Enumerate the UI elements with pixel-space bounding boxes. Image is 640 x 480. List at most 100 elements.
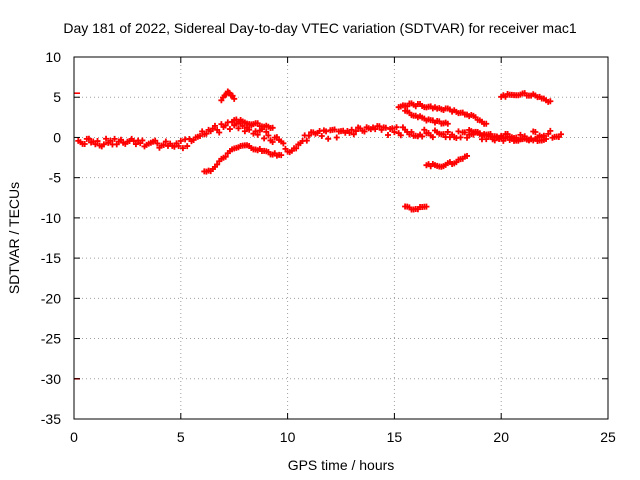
data-point (408, 129, 415, 136)
data-point (421, 126, 428, 133)
series-track-f (466, 126, 547, 144)
data-point (254, 131, 261, 138)
chart-title: Day 181 of 2022, Sidereal Day-to-day VTE… (63, 20, 577, 36)
data-point (211, 122, 218, 129)
data-point (222, 122, 229, 129)
data-point (323, 128, 330, 135)
data-point (455, 128, 462, 135)
series-track-a (218, 88, 238, 104)
data-point (348, 126, 355, 133)
series-track-b (201, 142, 285, 175)
data-point (111, 135, 118, 142)
data-point (154, 140, 161, 147)
x-axis-label: GPS time / hours (287, 457, 395, 473)
data-point (107, 137, 114, 144)
data-point (179, 145, 186, 152)
data-point (216, 129, 223, 136)
data-point (293, 145, 300, 152)
y-tick-label: 0 (53, 129, 61, 145)
data-point (132, 141, 139, 148)
data-point (203, 130, 210, 137)
data-point (160, 141, 167, 148)
series-track-c (231, 116, 276, 132)
data-point (361, 128, 368, 135)
data-point (303, 137, 310, 144)
data-point (269, 124, 276, 131)
x-tick-label: 10 (280, 429, 296, 445)
x-tick-label: 5 (177, 429, 185, 445)
series-track-d (395, 100, 490, 127)
data-point (85, 135, 92, 142)
data-point (214, 161, 221, 168)
series-track-e (402, 107, 451, 127)
data-point (177, 138, 184, 145)
data-point (382, 124, 389, 131)
data-point (246, 126, 253, 133)
y-axis-label: SDTVAR / TECUs (6, 181, 22, 295)
data-point (457, 134, 464, 141)
y-tick-label: -5 (49, 170, 62, 186)
data-point (558, 131, 565, 138)
data-point (540, 136, 547, 143)
y-tick-label: -25 (41, 331, 61, 347)
data-point (269, 138, 276, 145)
data-point (444, 128, 451, 135)
data-point (229, 92, 236, 99)
data-point (162, 138, 169, 145)
data-point (333, 134, 340, 141)
data-point (532, 129, 539, 135)
data-point (346, 129, 353, 136)
data-point (483, 120, 490, 127)
data-point (350, 131, 357, 138)
data-point (547, 127, 554, 134)
data-point (265, 132, 272, 139)
data-point (352, 128, 359, 135)
data-point (461, 129, 468, 136)
x-tick-label: 15 (387, 429, 403, 445)
data-point (391, 129, 398, 136)
data-layer (74, 88, 565, 380)
data-point (305, 132, 312, 139)
data-point (139, 137, 146, 144)
y-tick-label: -35 (41, 411, 61, 427)
x-tick-label: 20 (493, 429, 509, 445)
series-track-i (402, 203, 430, 213)
y-tick-label: -20 (41, 290, 61, 306)
series-main-band (75, 118, 565, 156)
data-point (325, 135, 332, 142)
y-tick-label: -30 (41, 371, 61, 387)
series-edge-marks (74, 92, 80, 380)
series-track-g (498, 90, 554, 105)
y-tick-label: 5 (53, 89, 61, 105)
x-tick-label: 0 (70, 429, 78, 445)
data-point (226, 126, 233, 133)
data-point (263, 128, 270, 135)
y-tick-label: -15 (41, 250, 61, 266)
data-point (261, 135, 268, 142)
data-point (547, 98, 554, 105)
grid-layer (74, 57, 608, 419)
data-point (241, 128, 248, 135)
data-point (197, 133, 204, 139)
data-point (278, 152, 285, 159)
data-point (376, 123, 383, 130)
data-point (103, 135, 110, 142)
data-point (100, 141, 107, 148)
data-point (464, 152, 471, 159)
data-point (464, 134, 471, 141)
data-point (92, 141, 99, 148)
data-point (397, 132, 404, 139)
data-point (331, 126, 338, 133)
plot-frame (73, 56, 609, 420)
data-point (280, 140, 287, 147)
data-point (429, 134, 436, 141)
data-point (117, 136, 124, 143)
data-point (318, 133, 325, 140)
data-point (184, 143, 191, 150)
y-tick-label: -10 (41, 210, 61, 226)
series-track-h (423, 152, 471, 170)
data-point (384, 131, 391, 138)
data-point (81, 141, 88, 148)
data-point (389, 125, 396, 132)
